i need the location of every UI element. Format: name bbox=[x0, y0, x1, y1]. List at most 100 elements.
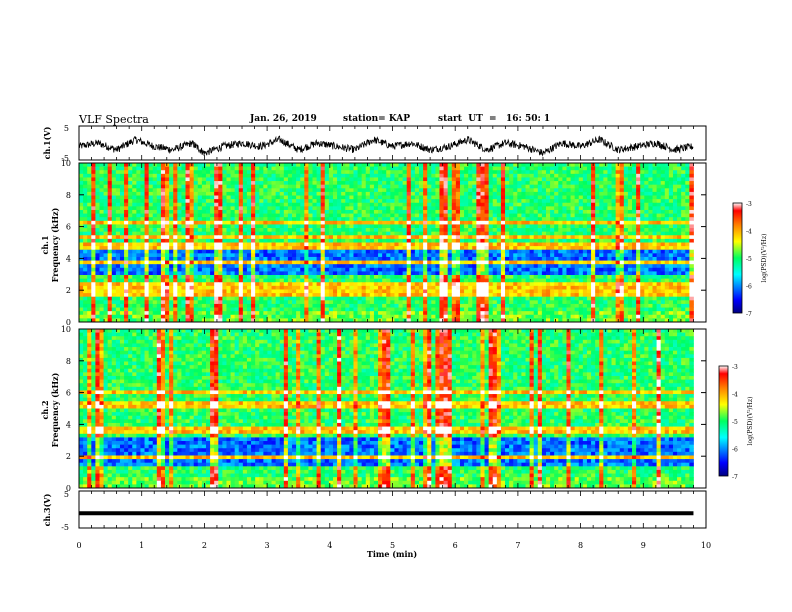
spectrogram-cell bbox=[620, 224, 625, 228]
spectrogram-cell bbox=[161, 214, 166, 218]
spectrogram-cell bbox=[571, 261, 576, 265]
spectrogram-cell bbox=[358, 253, 363, 257]
spectrogram-cell bbox=[403, 261, 408, 265]
spectrogram-cell bbox=[669, 181, 674, 185]
spectrogram-cell bbox=[648, 246, 653, 250]
spectrogram-cell bbox=[259, 206, 264, 210]
spectrogram-cell bbox=[312, 257, 317, 261]
spectrogram-cell bbox=[526, 174, 531, 178]
spectrogram-cell bbox=[390, 268, 395, 272]
spectrogram-cell bbox=[685, 224, 690, 228]
spectrogram-cell bbox=[153, 170, 158, 174]
spectrogram-cell bbox=[145, 275, 150, 279]
spectrogram-cell bbox=[91, 279, 96, 283]
spectrogram-cell bbox=[579, 196, 584, 200]
spectrogram-cell bbox=[99, 271, 104, 275]
spectrogram-cell bbox=[374, 177, 379, 181]
spectrogram-cell bbox=[685, 214, 690, 218]
spectrogram-cell bbox=[378, 279, 383, 283]
spectrogram-cell bbox=[292, 271, 297, 275]
spectrogram-cell bbox=[296, 167, 301, 171]
spectrogram-cell bbox=[464, 210, 469, 214]
spectrogram-cell bbox=[468, 239, 473, 243]
spectrogram-cell bbox=[415, 170, 420, 174]
spectrogram-cell bbox=[612, 181, 617, 185]
spectrogram-cell bbox=[235, 264, 240, 268]
spectrogram-cell bbox=[132, 264, 137, 268]
spectrogram-cell bbox=[554, 188, 559, 192]
spectrogram-cell bbox=[214, 228, 219, 232]
spectrogram-cell bbox=[161, 170, 166, 174]
spectrogram-cell bbox=[157, 185, 162, 189]
spectrogram-cell bbox=[407, 174, 412, 178]
spectrogram-cell bbox=[280, 181, 285, 185]
spectrogram-cell bbox=[149, 210, 154, 214]
spectrogram-cell bbox=[640, 192, 645, 196]
spectrogram-cell bbox=[349, 174, 354, 178]
spectrogram-cell bbox=[390, 261, 395, 265]
spectrogram-cell bbox=[140, 246, 145, 250]
spectrogram-cell bbox=[366, 257, 371, 261]
spectrogram-cell bbox=[267, 246, 272, 250]
spectrogram-cell bbox=[415, 167, 420, 171]
spectrogram-cell bbox=[333, 188, 338, 192]
spectrogram-cell bbox=[366, 261, 371, 265]
spectrogram-cell bbox=[480, 268, 485, 272]
spectrogram-cell bbox=[317, 214, 322, 218]
spectrogram-cell bbox=[259, 228, 264, 232]
spectrogram-cell bbox=[472, 275, 477, 279]
spectrogram-cell bbox=[677, 250, 682, 254]
spectrogram-cell bbox=[112, 264, 117, 268]
spectrogram-cell bbox=[181, 235, 186, 239]
spectrogram-cell bbox=[407, 185, 412, 189]
spectrogram-cell bbox=[145, 185, 150, 189]
spectrogram-cell bbox=[259, 192, 264, 196]
spectrogram-cell bbox=[480, 224, 485, 228]
spectrogram-cell bbox=[358, 185, 363, 189]
spectrogram-cell bbox=[132, 174, 137, 178]
spectrogram-cell bbox=[669, 239, 674, 243]
spectrogram-cell bbox=[157, 232, 162, 236]
spectrogram-cell bbox=[177, 235, 182, 239]
spectrogram-cell bbox=[325, 268, 330, 272]
spectrogram-cell bbox=[358, 192, 363, 196]
spectrogram-cell bbox=[464, 192, 469, 196]
spectrogram-cell bbox=[345, 206, 350, 210]
spectrogram-cell bbox=[300, 246, 305, 250]
spectrogram-cell bbox=[128, 264, 133, 268]
spectrogram-cell bbox=[194, 217, 199, 221]
spectrogram-cell bbox=[140, 239, 145, 243]
spectrogram-cell bbox=[145, 261, 150, 265]
spectrogram-cell bbox=[153, 214, 158, 218]
spectrogram-cell bbox=[620, 174, 625, 178]
spectrogram-cell bbox=[247, 279, 252, 283]
spectrogram-cell bbox=[607, 250, 612, 254]
spectrogram-cell bbox=[456, 206, 461, 210]
spectrogram-cell bbox=[210, 192, 215, 196]
spectrogram-cell bbox=[194, 206, 199, 210]
spectrogram-cell bbox=[198, 268, 203, 272]
spectrogram-cell bbox=[87, 243, 92, 247]
spectrogram-cell bbox=[202, 203, 207, 207]
spectrogram-cell bbox=[132, 199, 137, 203]
spectrogram-cell bbox=[399, 228, 404, 232]
spectrogram-cell bbox=[337, 257, 342, 261]
spectrogram-cell bbox=[292, 279, 297, 283]
spectrogram-cell bbox=[493, 206, 498, 210]
spectrogram-cell bbox=[501, 268, 506, 272]
spectrogram-cell bbox=[366, 264, 371, 268]
spectrogram-cell bbox=[435, 196, 440, 200]
spectrogram-cell bbox=[579, 210, 584, 214]
spectrogram-cell bbox=[362, 177, 367, 181]
spectrogram-cell bbox=[300, 253, 305, 257]
spectrogram-cell bbox=[231, 235, 236, 239]
spectrogram-cell bbox=[366, 246, 371, 250]
spectrogram-cell bbox=[403, 221, 408, 225]
spectrogram-cell bbox=[476, 210, 481, 214]
spectrogram-cell bbox=[210, 203, 215, 207]
spectrogram-cell bbox=[157, 246, 162, 250]
spectrogram-cell bbox=[157, 192, 162, 196]
spectrogram-cell bbox=[173, 174, 178, 178]
spectrogram-cell bbox=[112, 261, 117, 265]
spectrogram-cell bbox=[370, 206, 375, 210]
